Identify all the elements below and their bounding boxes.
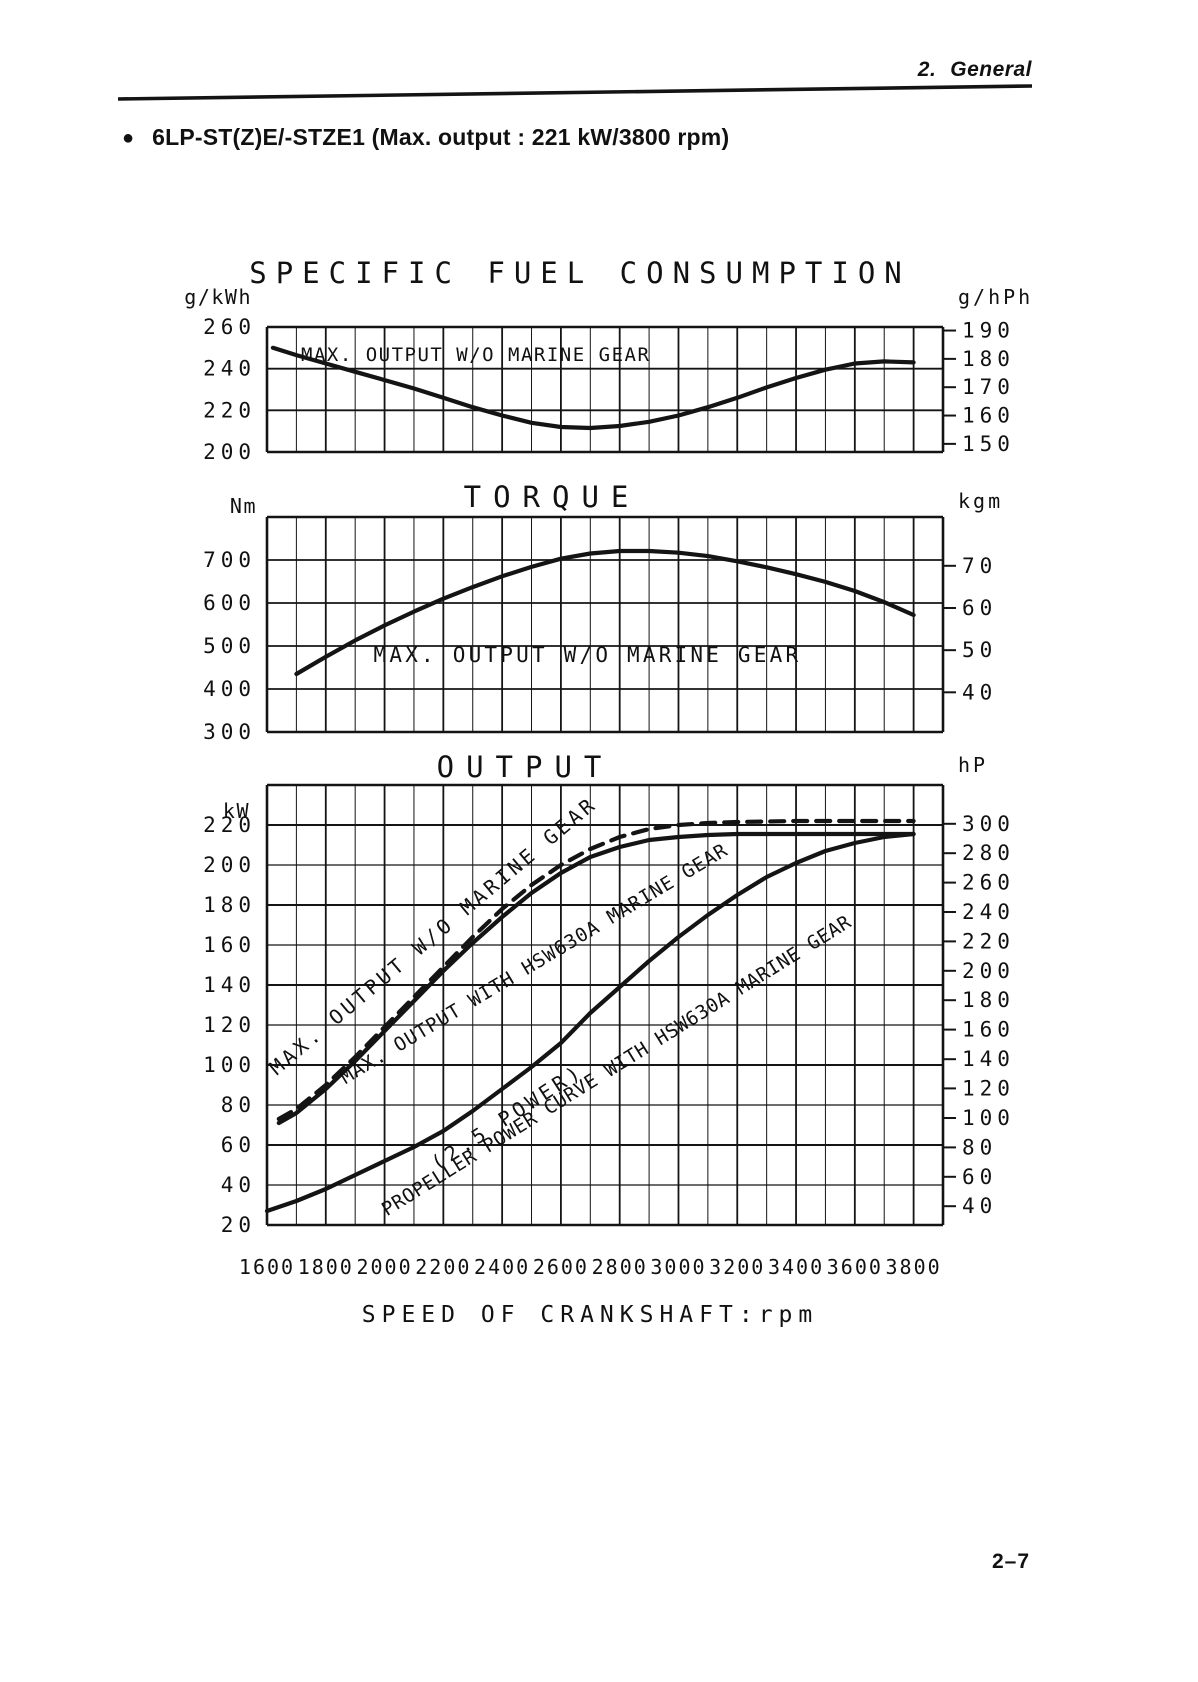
y-axis-tick-label: 120 <box>203 1013 256 1037</box>
right-axis-tick-label: 40 <box>962 1194 997 1218</box>
x-axis-tick-label: 2000 <box>356 1255 412 1279</box>
right-axis-tick-label: 160 <box>962 1018 1015 1042</box>
x-axis-tick-label: 3200 <box>709 1255 765 1279</box>
y-axis-tick-label: 40 <box>221 1173 256 1197</box>
y-axis-tick-label: 300 <box>203 720 256 744</box>
series-curve <box>270 345 916 431</box>
left-axis-unit: kW <box>223 799 250 823</box>
right-axis-tick-label: 100 <box>962 1106 1015 1130</box>
right-axis-tick-label: 150 <box>962 432 1015 456</box>
y-axis-tick-label: 160 <box>203 933 256 957</box>
right-axis-tick-label: 60 <box>962 1165 997 1189</box>
bullet-icon: ● <box>122 126 135 149</box>
right-axis-tick-label: 50 <box>962 638 997 662</box>
series-curve <box>276 818 916 1122</box>
header: 2. General <box>918 58 1032 82</box>
y-axis-tick-label: 260 <box>203 315 256 339</box>
series-curve <box>276 831 916 1126</box>
y-axis-tick-label: 60 <box>221 1133 256 1157</box>
y-axis-tick-label: 20 <box>221 1213 256 1237</box>
right-axis-tick-label: 240 <box>962 900 1015 924</box>
x-axis-tick-label: 3600 <box>827 1255 883 1279</box>
y-axis-tick-label: 180 <box>203 893 256 917</box>
right-axis-tick-label: 80 <box>962 1135 997 1159</box>
right-axis-unit: g/hPh <box>958 285 1033 309</box>
header-section-title: General <box>950 58 1032 81</box>
chart-title-sfc: SPECIFIC FUEL CONSUMPTION <box>249 256 911 290</box>
curve-label: MAX. OUTPUT W/O MARINE GEAR <box>301 344 650 366</box>
y-axis-tick-label: 140 <box>203 973 256 997</box>
x-axis-tick-label: 2200 <box>415 1255 471 1279</box>
right-axis-tick-label: 60 <box>962 596 997 620</box>
model-heading: 6LP-ST(Z)E/-STZE1 (Max. output : 221 kW/… <box>152 124 730 150</box>
y-axis-tick-label: 220 <box>203 813 256 837</box>
right-axis-tick-label: 40 <box>962 680 997 704</box>
right-axis-tick-label: 170 <box>962 375 1015 399</box>
x-axis-tick-label: 3000 <box>650 1255 706 1279</box>
x-axis-tick-label: 2600 <box>533 1255 589 1279</box>
right-axis-tick-label: 220 <box>962 929 1015 953</box>
right-axis-tick-label: 70 <box>962 554 997 578</box>
y-axis-tick-label: 80 <box>221 1093 256 1117</box>
curve-label: MAX. OUTPUT W/O MARINE GEAR <box>374 643 802 667</box>
y-axis-tick-label: 100 <box>203 1053 256 1077</box>
right-axis-tick-label: 180 <box>962 988 1015 1012</box>
y-axis-tick-label: 400 <box>203 677 256 701</box>
header-section-number: 2. <box>917 58 937 81</box>
y-axis-tick-label: 240 <box>203 357 256 381</box>
model-heading-row: ● 6LP-ST(Z)E/-STZE1 (Max. output : 221 k… <box>122 124 729 151</box>
chart-title-output: OUTPUT <box>437 750 614 784</box>
chart-torque: TORQUE Nm kgm 700 600 500 400 300 70 60 50 40 MAX. O… <box>203 480 1003 744</box>
right-axis-tick-label: 140 <box>962 1047 1015 1071</box>
right-axis-unit: kgm <box>958 489 1003 513</box>
y-axis-tick-label: 220 <box>203 398 256 422</box>
x-axis-tick-label: 1600 <box>239 1255 295 1279</box>
chart-title-torque: TORQUE <box>464 480 641 514</box>
y-axis-tick-label: 700 <box>203 548 256 572</box>
curve-label: (2.5 POWER) <box>427 1059 588 1175</box>
right-axis-tick-label: 200 <box>962 959 1015 983</box>
right-axis-tick-label: 260 <box>962 871 1015 895</box>
series-curve <box>264 831 916 1214</box>
x-axis-tick-label: 3400 <box>768 1255 824 1279</box>
header-rule <box>117 84 1033 101</box>
y-axis-tick-label: 600 <box>203 591 256 615</box>
right-axis-tick-label: 190 <box>962 319 1015 343</box>
right-axis-tick-label: 180 <box>962 347 1015 371</box>
left-axis-unit: Nm <box>230 494 257 518</box>
chart-output: OUTPUT kW hP 220 200 180 160 140 120 100 80 60 40 20 3… <box>203 750 1015 1328</box>
series-curve <box>294 548 916 677</box>
left-axis-unit: g/kWh <box>184 285 252 309</box>
right-axis-tick-label: 160 <box>962 404 1015 428</box>
y-axis-tick-label: 200 <box>203 853 256 877</box>
page-number: 2–7 <box>992 1550 1031 1573</box>
y-axis-tick-label: 500 <box>203 634 256 658</box>
x-axis-tick-label: 2800 <box>592 1255 648 1279</box>
x-axis-title: SPEED OF CRANKSHAFT:rpm <box>362 1302 819 1328</box>
right-axis-unit: hP <box>958 753 988 777</box>
right-axis-tick-label: 300 <box>962 812 1015 836</box>
right-axis-tick-label: 120 <box>962 1076 1015 1100</box>
x-axis-tick-label: 1800 <box>298 1255 354 1279</box>
right-axis-tick-label: 280 <box>962 841 1015 865</box>
y-axis-tick-label: 200 <box>203 440 256 464</box>
x-axis-tick-label: 3800 <box>886 1255 942 1279</box>
x-axis-tick-label: 2400 <box>474 1255 530 1279</box>
